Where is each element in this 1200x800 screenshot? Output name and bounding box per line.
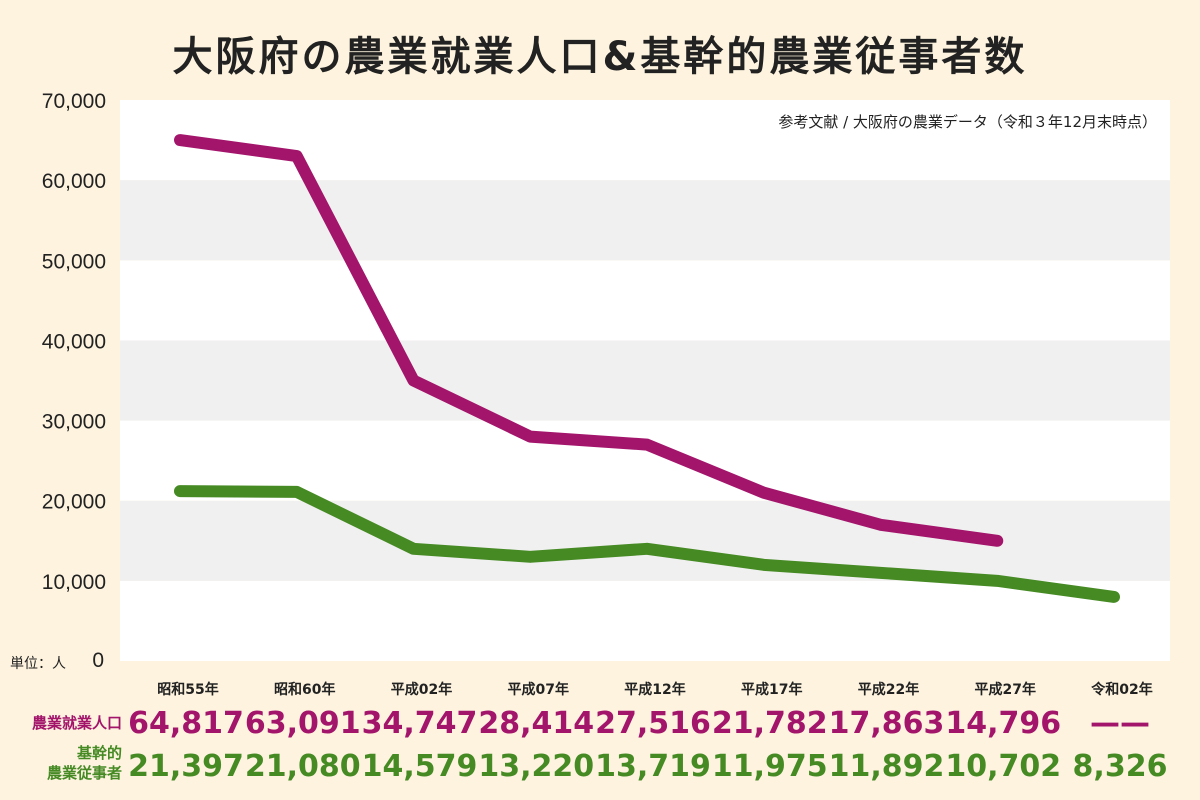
data-point <box>529 555 532 558</box>
series-name: 基幹的 <box>76 744 122 762</box>
x-tick-label: 平成07年 <box>508 681 569 698</box>
data-point <box>996 539 999 542</box>
data-label: 14,796 <box>945 706 1061 741</box>
data-label: 13,220 <box>478 749 594 784</box>
data-point <box>646 443 648 446</box>
data-label: 8,326 <box>1073 749 1168 784</box>
data-label: 27,516 <box>595 706 711 741</box>
source-note: 参考文献 / 大阪府の農業データ（令和３年12月末時点） <box>778 113 1157 131</box>
data-point <box>412 547 415 550</box>
y-tick-label: 30,000 <box>42 411 106 434</box>
value-table: 64,817 63,091 34,747 28,414 27,516 21,782 17,8… <box>128 706 1167 784</box>
data-label: 21,397 <box>128 749 244 784</box>
data-point <box>529 435 532 438</box>
x-tick-label: 平成12年 <box>624 681 685 698</box>
x-tick-label: 平成02年 <box>391 681 452 698</box>
x-tick-label: 平成22年 <box>858 681 919 698</box>
data-label: 11,892 <box>829 749 945 784</box>
data-point <box>879 523 882 526</box>
series-name: 農業就業人口 <box>32 714 122 732</box>
data-point <box>996 579 999 582</box>
y-tick-label: 40,000 <box>42 330 106 353</box>
data-label: —— <box>1090 706 1150 741</box>
data-label: 13,719 <box>595 749 711 784</box>
grid-band <box>120 340 1170 421</box>
y-axis: 0 10,000 20,000 30,000 40,000 50,000 60,000 70,… <box>42 90 106 672</box>
data-label: 28,414 <box>478 706 594 741</box>
data-label: 14,579 <box>362 749 478 784</box>
data-label: 64,817 <box>128 706 244 741</box>
data-point <box>646 547 648 550</box>
series-name: 農業従事者 <box>47 764 122 782</box>
data-label: 63,091 <box>245 706 361 741</box>
data-point <box>412 379 415 382</box>
y-tick-label: 10,000 <box>42 571 106 594</box>
data-point <box>879 571 882 574</box>
x-tick-label: 令和02年 <box>1090 681 1152 698</box>
grid-band <box>120 180 1170 261</box>
grid-band <box>120 100 1170 181</box>
data-point <box>295 155 298 158</box>
series-lines <box>174 134 1120 603</box>
chart-title: 大阪府の農業就業人口&基幹的農業従事者数 <box>172 34 1028 80</box>
y-tick-label: 0 <box>92 649 104 672</box>
data-label: 11,975 <box>712 749 828 784</box>
data-point <box>295 490 298 493</box>
data-label: 17,863 <box>829 706 945 741</box>
y-tick-label: 70,000 <box>42 90 106 113</box>
x-tick-label: 平成27年 <box>975 681 1036 698</box>
data-point <box>762 491 765 494</box>
data-label: 21,782 <box>712 706 828 741</box>
data-point <box>179 139 181 142</box>
grid-band <box>120 580 1170 661</box>
unit-label: 単位：人 <box>10 656 66 672</box>
grid-band <box>120 260 1170 341</box>
data-label: 21,080 <box>245 749 361 784</box>
data-label: 10,702 <box>945 749 1061 784</box>
data-point <box>179 490 181 493</box>
x-tick-label: 昭和55年 <box>157 681 218 698</box>
plot-area <box>120 100 1170 661</box>
x-tick-label: 平成17年 <box>741 681 802 698</box>
data-point <box>1113 595 1115 598</box>
data-point <box>762 563 765 566</box>
x-tick-label: 昭和60年 <box>274 681 335 698</box>
grid-band <box>120 500 1170 581</box>
data-label: 34,747 <box>362 706 478 741</box>
series-line-1 <box>174 134 1004 547</box>
y-tick-label: 60,000 <box>42 170 106 193</box>
y-tick-label: 20,000 <box>42 491 106 514</box>
x-axis: 昭和55年 昭和60年 平成02年 平成07年 平成12年 平成17年 平成22年 平成27年… <box>157 681 1152 698</box>
y-tick-label: 50,000 <box>42 250 106 273</box>
